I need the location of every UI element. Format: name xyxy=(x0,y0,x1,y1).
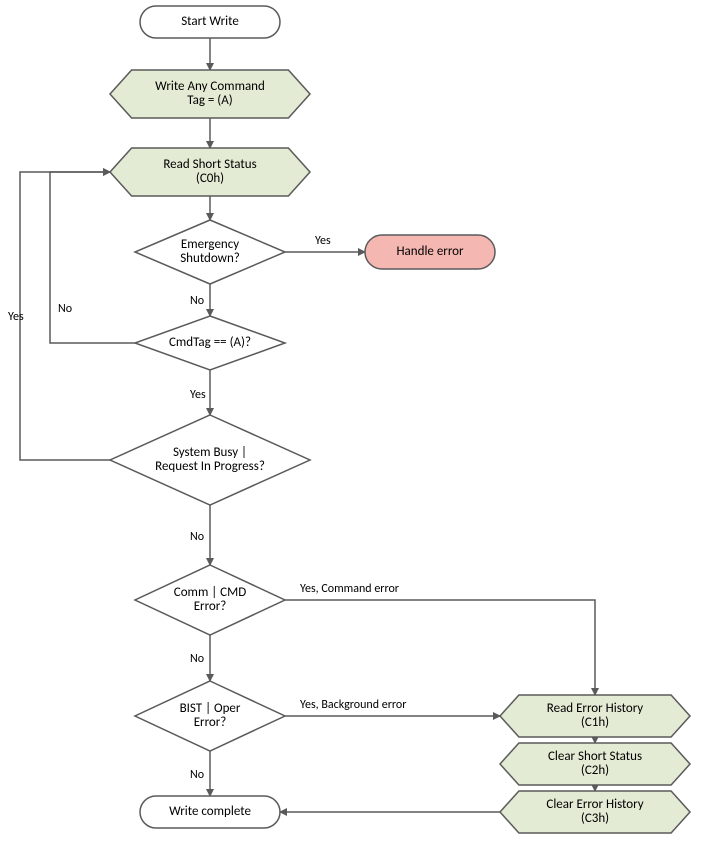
flow-edge xyxy=(285,600,595,695)
node-write_cmd: Write Any CommandTag = (A) xyxy=(110,70,310,118)
node-emerg: EmergencyShutdown? xyxy=(135,220,285,284)
node-clear_hist: Clear Error History(C3h) xyxy=(500,791,690,833)
node-label: Tag = (A) xyxy=(187,93,232,108)
node-label: Comm | CMD xyxy=(174,585,246,600)
node-complete: Write complete xyxy=(140,796,280,828)
flow-edge xyxy=(20,172,110,460)
node-label: Start Write xyxy=(181,14,239,29)
node-label: Request In Progress? xyxy=(155,459,265,474)
node-read_hist: Read Error History(C1h) xyxy=(500,695,690,737)
node-clear_stat: Clear Short Status(C2h) xyxy=(500,743,690,785)
node-label: Shutdown? xyxy=(180,251,240,266)
node-label: Error? xyxy=(194,599,227,614)
edge-label: No xyxy=(58,302,72,316)
node-label: System Busy | xyxy=(173,445,247,460)
node-bist_err: BIST | OperError? xyxy=(135,681,285,751)
node-label: Read Short Status xyxy=(163,157,256,172)
flow-edge xyxy=(50,290,135,343)
node-label: Clear Error History xyxy=(546,797,643,812)
node-sysbusy: System Busy |Request In Progress? xyxy=(110,415,310,505)
node-label: (C3h) xyxy=(581,811,609,826)
node-label: (C0h) xyxy=(196,171,224,186)
edge-label: No xyxy=(190,294,204,308)
node-cmdtag: CmdTag == (A)? xyxy=(135,316,285,370)
node-label: Error? xyxy=(194,715,227,730)
edge-label: No xyxy=(190,652,204,666)
edge-label: Yes, Command error xyxy=(300,582,399,596)
flow-edge xyxy=(50,172,110,290)
edge-label: No xyxy=(190,530,204,544)
node-label: Write complete xyxy=(169,804,251,819)
node-read_stat: Read Short Status(C0h) xyxy=(110,148,310,196)
node-label: CmdTag == (A)? xyxy=(169,335,251,350)
node-label: Read Error History xyxy=(547,701,644,716)
node-handle_err: Handle error xyxy=(365,235,495,269)
edge-label: No xyxy=(190,768,204,782)
node-label: (C2h) xyxy=(581,763,609,778)
node-comm_err: Comm | CMDError? xyxy=(135,565,285,635)
node-label: BIST | Oper xyxy=(180,701,241,716)
edge-label: Yes xyxy=(8,310,24,324)
node-label: Write Any Command xyxy=(155,79,265,94)
node-label: (C1h) xyxy=(581,715,609,730)
node-label: Emergency xyxy=(181,237,239,252)
edge-label: Yes xyxy=(315,234,331,248)
node-label: Handle error xyxy=(396,244,464,259)
node-label: Clear Short Status xyxy=(548,749,642,764)
edge-label: Yes xyxy=(190,388,206,402)
node-start: Start Write xyxy=(140,6,280,38)
edge-label: Yes, Background error xyxy=(300,698,406,712)
